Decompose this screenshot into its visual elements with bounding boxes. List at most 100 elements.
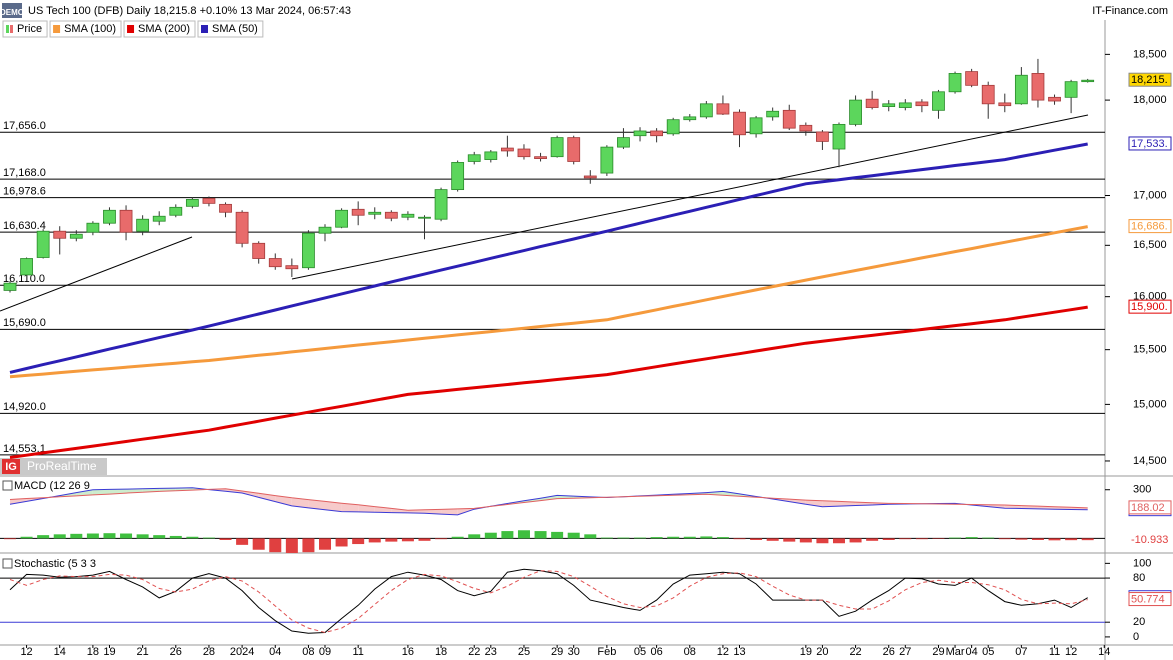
sma-line <box>9 305 1088 459</box>
candle-body <box>119 209 133 233</box>
histogram-bar <box>517 530 530 539</box>
demo-badge-text: DEMO <box>0 8 24 17</box>
macd-fill <box>341 503 359 512</box>
histogram-bar <box>37 535 50 539</box>
last-value-label: 18,215. <box>1131 74 1168 86</box>
histogram-bar <box>551 531 564 539</box>
candle-body <box>799 124 813 132</box>
y-tick-label: 14,500 <box>1133 455 1167 467</box>
histogram-bar <box>285 538 298 553</box>
macd-fill <box>789 499 806 505</box>
x-tick-label: 11 <box>1049 646 1060 658</box>
legend-label: SMA (50) <box>212 23 258 35</box>
x-tick-label: 04 <box>269 646 281 658</box>
watermark: ProRealTime <box>27 459 97 473</box>
indicator-line <box>9 568 1088 634</box>
histogram-bar <box>236 538 249 545</box>
candle-body <box>335 209 348 228</box>
x-tick-label: 12 <box>1065 646 1077 658</box>
candle-body <box>434 189 448 220</box>
candle-body <box>998 102 1012 107</box>
candle-body <box>948 73 962 93</box>
candle-body <box>782 109 796 129</box>
candle-body <box>932 91 945 111</box>
macd-fill <box>92 489 110 495</box>
candle-body <box>103 209 116 224</box>
candle-body <box>36 230 50 258</box>
histogram-bar <box>617 537 630 539</box>
last-value-box <box>1128 136 1172 151</box>
histogram-bar <box>965 537 978 539</box>
candle-body <box>517 148 531 158</box>
candle-body <box>716 103 730 115</box>
macd-fill <box>325 501 342 512</box>
histogram-bar <box>484 532 497 539</box>
candle-body <box>1031 73 1045 101</box>
x-tick-label: 29 <box>551 646 563 658</box>
candle-body <box>816 131 829 142</box>
y-tick-label: 100 <box>1133 557 1151 569</box>
histogram-bar <box>186 536 199 539</box>
macd-fill <box>242 491 259 498</box>
candle-body <box>152 215 166 222</box>
x-tick-label: 21 <box>137 646 149 658</box>
macd-fill <box>540 495 558 501</box>
last-value-box <box>1128 219 1172 234</box>
candle-body <box>567 137 581 162</box>
histogram-bar <box>750 538 763 540</box>
histogram-bar <box>335 538 348 547</box>
histogram-bar <box>683 536 696 539</box>
histogram-bar <box>600 537 613 539</box>
legend-label: SMA (100) <box>64 23 116 35</box>
candle-body <box>467 154 481 162</box>
x-tick-label: 30 <box>568 646 580 658</box>
candle-body <box>766 110 780 118</box>
x-tick-label: 25 <box>518 646 530 658</box>
last-value-label: 188.02 <box>1131 502 1165 514</box>
x-tick-label: 05 <box>982 646 994 658</box>
x-tick-label: 29 <box>932 646 944 658</box>
last-value-box <box>1128 500 1172 515</box>
candle-body <box>451 162 465 191</box>
histogram-bar <box>899 538 912 540</box>
watermark-box <box>0 458 107 475</box>
histogram-bar <box>418 538 431 541</box>
histogram-bar <box>3 538 16 540</box>
candle-body <box>69 233 83 239</box>
x-tick-label: 28 <box>203 646 215 658</box>
legend-icon <box>10 25 13 33</box>
panel-title: Stochastic (5 3 3 <box>14 558 96 570</box>
x-tick-label: 26 <box>883 646 895 658</box>
legend-item <box>2 20 48 38</box>
indicator-line <box>9 570 1088 634</box>
candle-body <box>1081 79 1095 83</box>
x-tick-label: 14 <box>54 646 66 658</box>
candle-body <box>1014 74 1028 105</box>
histogram-bar <box>1015 538 1028 540</box>
histogram-bar <box>700 536 713 539</box>
candle-body <box>384 211 398 219</box>
candle-body <box>965 71 979 86</box>
last-value-box <box>1128 299 1172 314</box>
candle-body <box>733 111 746 136</box>
histogram-bar <box>385 538 398 542</box>
candle-body <box>534 156 547 160</box>
y-tick-label: 15,500 <box>1133 344 1167 356</box>
macd-fill <box>441 508 458 515</box>
candle-body <box>3 282 17 291</box>
candle-body <box>1064 81 1078 98</box>
histogram-bar <box>982 537 995 539</box>
y-tick-label: 80 <box>1133 572 1145 584</box>
histogram-bar <box>20 536 33 539</box>
y-tick-label: 17,000 <box>1133 189 1167 201</box>
macd-fill <box>805 500 823 507</box>
candle-body <box>699 103 713 118</box>
candle-body <box>500 147 514 152</box>
histogram-bar <box>302 538 315 553</box>
histogram-bar <box>882 538 895 540</box>
legend-label: SMA (200) <box>138 23 190 35</box>
candle-body <box>550 137 564 158</box>
panel-icon <box>2 480 13 491</box>
candle-body <box>882 103 896 108</box>
